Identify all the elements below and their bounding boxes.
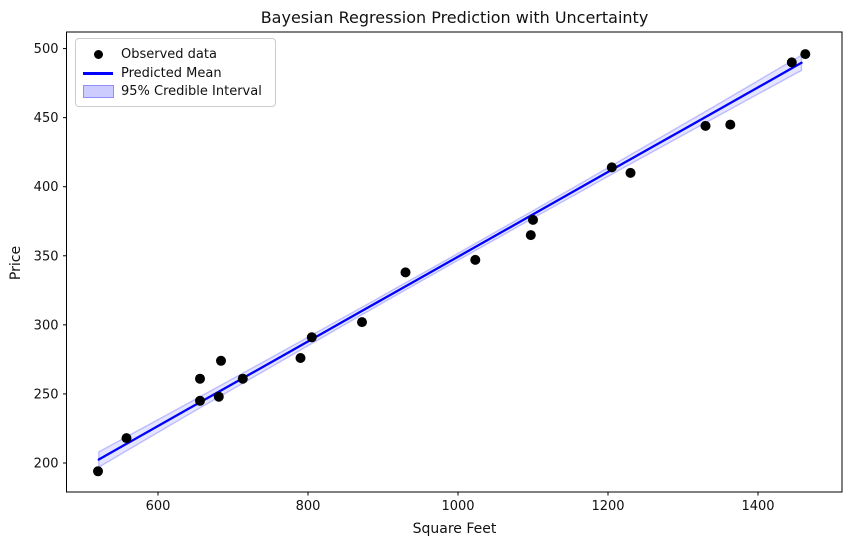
data-point <box>725 119 736 130</box>
data-point <box>786 57 797 68</box>
data-point <box>237 373 248 384</box>
data-point <box>213 391 224 402</box>
legend-label: Observed data <box>121 46 217 62</box>
chart-title: Bayesian Regression Prediction with Unce… <box>260 8 649 27</box>
data-point <box>700 120 711 131</box>
y-tick-label: 450 <box>34 111 59 126</box>
legend-item-credible-interval: 95% Credible Interval <box>82 82 267 101</box>
y-tick-label: 250 <box>34 387 59 402</box>
data-point <box>295 353 306 363</box>
observed-data-marker-icon <box>82 49 114 59</box>
data-point <box>606 162 617 173</box>
y-tick-label: 200 <box>34 456 59 471</box>
y-tick-label: 500 <box>34 42 59 57</box>
x-tick-label: 1000 <box>441 499 474 514</box>
legend-label: Predicted Mean <box>121 65 222 81</box>
y-axis-label: Price <box>8 245 24 281</box>
predicted-mean-line-icon <box>82 71 114 75</box>
data-point <box>195 395 205 406</box>
data-point <box>470 254 481 265</box>
data-point <box>528 214 538 225</box>
plot-border <box>66 31 843 493</box>
credible-interval-patch-icon <box>82 85 114 99</box>
data-point <box>525 230 536 241</box>
y-tick-label: 300 <box>34 318 59 333</box>
data-point <box>121 433 132 444</box>
legend-item-predicted-mean: Predicted Mean <box>82 64 267 83</box>
data-point <box>93 466 103 477</box>
data-point <box>195 373 205 384</box>
data-point <box>216 355 226 366</box>
y-tick-label: 400 <box>34 180 59 195</box>
legend: Observed data Predicted Mean 95% Credibl… <box>75 38 276 107</box>
y-tick-label: 350 <box>34 249 59 264</box>
data-point <box>306 332 317 343</box>
legend-label: 95% Credible Interval <box>121 84 262 100</box>
data-point <box>800 49 811 60</box>
data-point <box>400 267 411 278</box>
data-point <box>625 167 636 178</box>
x-tick-label: 800 <box>296 499 321 514</box>
legend-item-observed-data: Observed data <box>82 45 267 64</box>
x-tick-label: 1200 <box>591 499 624 514</box>
data-point <box>357 317 367 328</box>
x-tick-label: 1400 <box>741 499 774 514</box>
x-axis-label: Square Feet <box>412 521 497 537</box>
x-tick-label: 600 <box>146 499 171 514</box>
